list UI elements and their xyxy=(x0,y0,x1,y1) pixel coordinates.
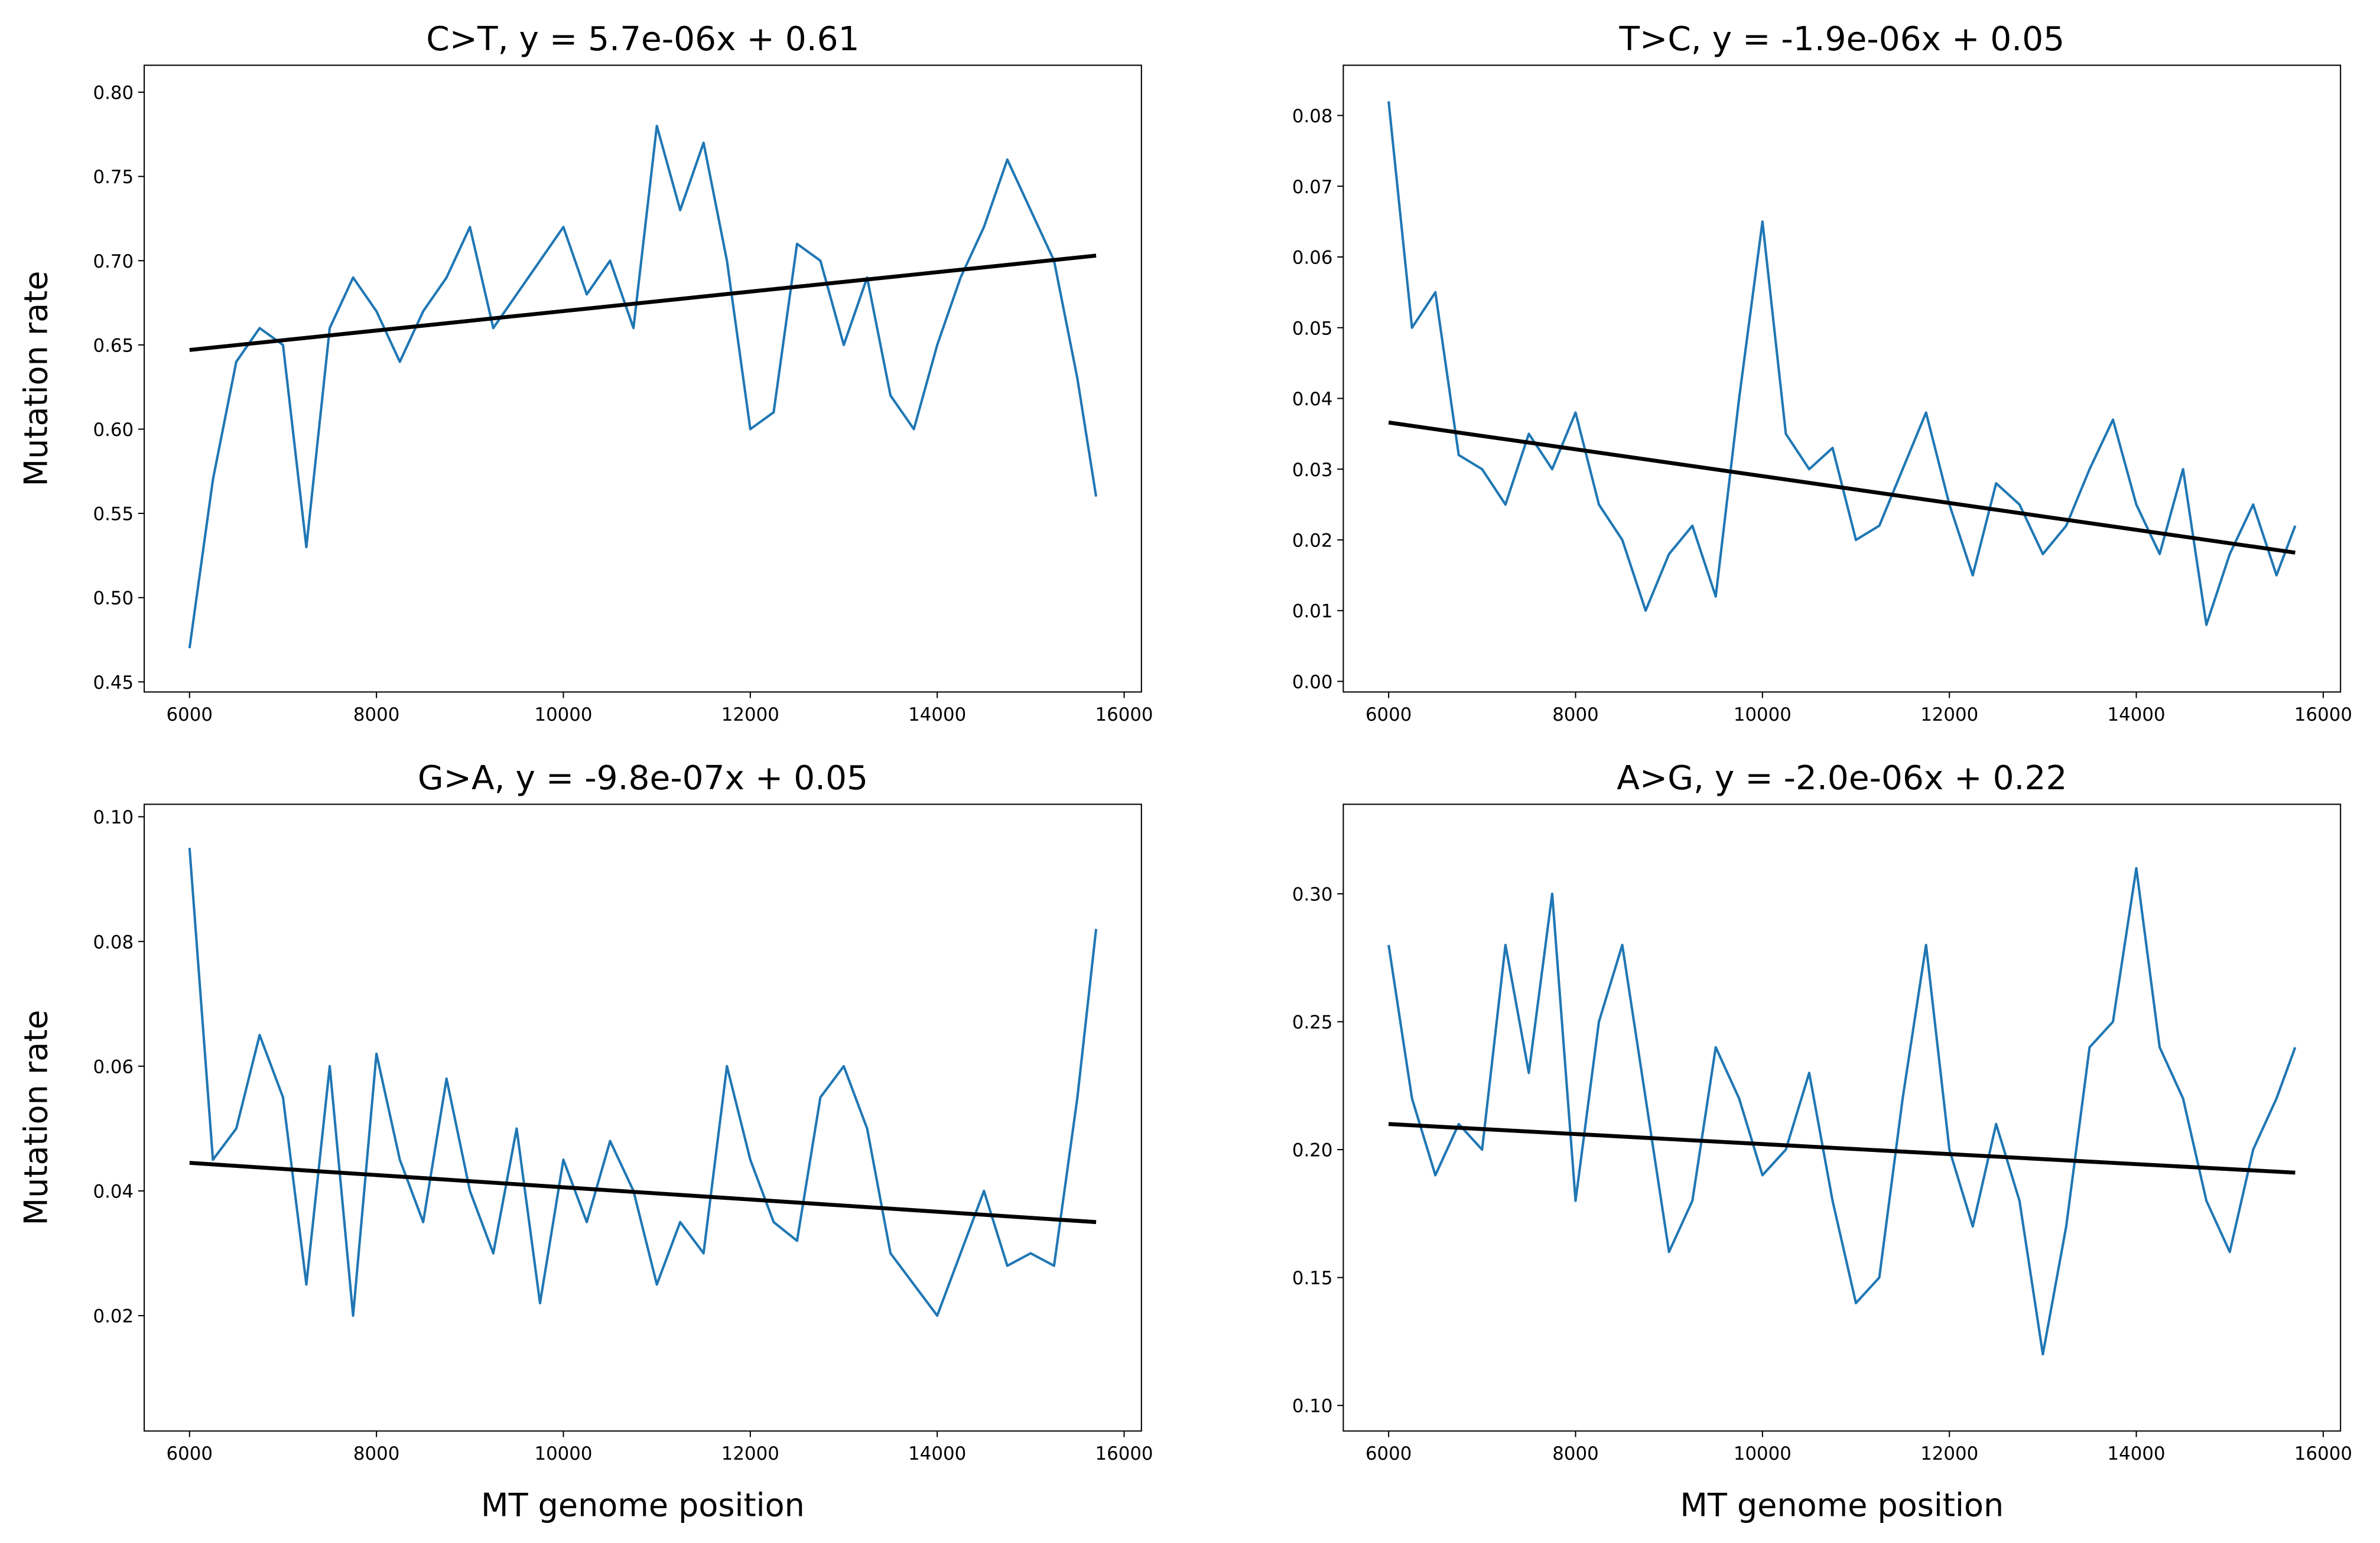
y-tick-label: 0.55 xyxy=(93,504,134,525)
x-tick-label: 16000 xyxy=(2294,704,2352,725)
chart-title: T>C, y = -1.9e-06x + 0.05 xyxy=(1618,20,2064,58)
y-tick-label: 0.20 xyxy=(1292,1140,1333,1161)
x-tick-label: 6000 xyxy=(167,1443,213,1464)
x-tick-label: 12000 xyxy=(721,1443,779,1464)
x-tick-label: 16000 xyxy=(1095,1443,1153,1464)
x-tick-label: 14000 xyxy=(908,704,966,725)
y-tick-label: 0.06 xyxy=(93,1056,134,1078)
y-tick-label: 0.08 xyxy=(93,932,134,953)
axes-frame xyxy=(144,64,1142,693)
y-tick-label: 0.00 xyxy=(1292,672,1333,693)
x-tick-label: 14000 xyxy=(908,1443,966,1464)
y-tick-label: 0.07 xyxy=(1292,177,1333,198)
y-tick-label: 0.60 xyxy=(93,419,134,441)
y-axis-label: Mutation rate xyxy=(18,271,55,486)
data-line xyxy=(188,848,1098,1317)
x-tick-label: 12000 xyxy=(721,704,779,725)
fit-line xyxy=(1388,420,2296,555)
x-tick-label: 6000 xyxy=(1365,1443,1412,1464)
y-tick-label: 0.65 xyxy=(93,335,134,356)
fit-line xyxy=(189,253,1097,352)
x-tick-label: 14000 xyxy=(2108,704,2166,725)
axes-frame xyxy=(144,803,1142,1432)
y-tick-label: 0.45 xyxy=(93,672,134,694)
x-tick-label: 6000 xyxy=(1365,704,1412,725)
y-tick-label: 0.04 xyxy=(93,1181,134,1203)
axes-frame xyxy=(1342,803,2342,1432)
y-tick-label: 0.02 xyxy=(93,1306,134,1327)
data-line xyxy=(1387,101,2297,626)
x-axis-label: MT genome position xyxy=(1680,1486,2004,1524)
data-line xyxy=(1387,867,2297,1356)
x-tick-label: 14000 xyxy=(2108,1443,2166,1464)
x-tick-label: 12000 xyxy=(1920,1443,1978,1464)
y-tick-label: 0.10 xyxy=(1292,1396,1333,1417)
axes-frame xyxy=(1342,64,2342,693)
y-tick-label: 0.25 xyxy=(1292,1012,1333,1033)
x-tick-label: 12000 xyxy=(1920,704,1978,725)
x-tick-label: 10000 xyxy=(534,704,592,725)
y-tick-label: 0.01 xyxy=(1292,601,1333,622)
y-axis-label: Mutation rate xyxy=(18,1010,55,1225)
y-tick-label: 0.05 xyxy=(1292,318,1333,339)
chart-title: C>T, y = 5.7e-06x + 0.61 xyxy=(426,20,859,58)
y-tick-label: 0.30 xyxy=(1292,884,1333,906)
chart-title: A>G, y = -2.0e-06x + 0.22 xyxy=(1617,759,2067,797)
x-tick-label: 16000 xyxy=(1095,704,1153,725)
y-tick-label: 0.80 xyxy=(93,83,134,104)
y-tick-label: 0.75 xyxy=(93,167,134,188)
fit-line xyxy=(1388,1122,2296,1175)
y-tick-label: 0.02 xyxy=(1292,530,1333,552)
y-tick-label: 0.50 xyxy=(93,588,134,609)
x-tick-label: 8000 xyxy=(1552,704,1598,725)
chart-title: G>A, y = -9.8e-07x + 0.05 xyxy=(418,759,868,797)
x-tick-label: 10000 xyxy=(1734,704,1791,725)
y-tick-label: 0.10 xyxy=(93,807,134,828)
y-tick-label: 0.04 xyxy=(1292,389,1333,410)
y-tick-label: 0.08 xyxy=(1292,106,1333,127)
y-tick-label: 0.70 xyxy=(93,251,134,272)
x-tick-label: 10000 xyxy=(1734,1443,1791,1464)
fit-line xyxy=(189,1161,1097,1225)
x-tick-label: 6000 xyxy=(167,704,213,725)
y-tick-label: 0.06 xyxy=(1292,248,1333,269)
x-tick-label: 8000 xyxy=(353,704,399,725)
y-tick-label: 0.03 xyxy=(1292,460,1333,481)
x-tick-label: 8000 xyxy=(353,1443,399,1464)
x-tick-label: 16000 xyxy=(2294,1443,2352,1464)
y-tick-label: 0.15 xyxy=(1292,1268,1333,1289)
x-axis-label: MT genome position xyxy=(481,1486,805,1524)
data-line xyxy=(188,125,1098,649)
x-tick-label: 8000 xyxy=(1552,1443,1598,1464)
x-tick-label: 10000 xyxy=(534,1443,592,1464)
